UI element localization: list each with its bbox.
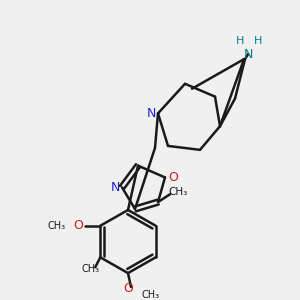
Text: N: N [110,181,120,194]
Text: CH₃: CH₃ [47,221,65,231]
Text: O: O [168,171,178,184]
Text: N: N [243,48,253,61]
Text: CH₃: CH₃ [168,187,187,197]
Text: O: O [123,282,133,296]
Text: N: N [146,107,156,120]
Text: CH₃: CH₃ [142,290,160,300]
Text: O: O [73,219,83,232]
Text: H: H [254,36,262,46]
Text: H: H [236,36,244,46]
Text: CH₃: CH₃ [81,264,99,274]
